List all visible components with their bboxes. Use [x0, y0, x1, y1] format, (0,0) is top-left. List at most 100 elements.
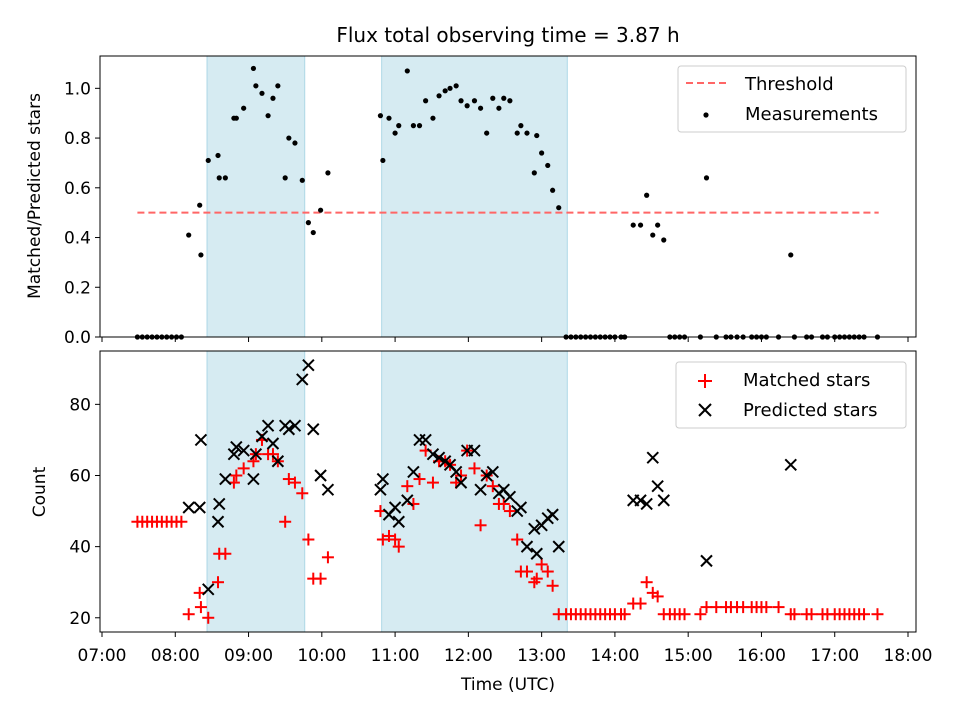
y-tick-label: 1.0: [64, 79, 91, 99]
observing-windows-top: [206, 55, 568, 338]
matched-star-point: [230, 469, 243, 482]
ratio-panel: 0.0 0.2 0.4 0.6 0.8 1.0 Flux total observing …: [25, 23, 917, 348]
observing-window: [381, 55, 568, 338]
bottom-y-ticks: 20 40 60 80: [69, 395, 100, 629]
predicted-star-point: [213, 497, 226, 511]
x-tick-label: 17:00: [810, 646, 859, 666]
count-panel: 20 40 60 80 07:00 08:00 09:00 10:00 11:00 12:00 1…: [30, 350, 933, 695]
matched-star-point: [497, 497, 510, 510]
x-tick-label: 11:00: [371, 646, 420, 666]
measurement-point: [507, 98, 513, 104]
predicted-star-point: [392, 515, 405, 528]
matched-star-point: [805, 608, 818, 621]
measurement-point: [380, 157, 386, 164]
observing-window: [381, 350, 568, 633]
predicted-star-point: [261, 419, 275, 432]
matched-star-point: [468, 462, 481, 475]
matched-star-point: [279, 515, 292, 528]
predicted-star-point: [634, 494, 647, 507]
x-tick-label: 12:00: [444, 646, 493, 666]
measurement-point: [453, 83, 459, 89]
measurement-point: [250, 65, 257, 72]
measurement-point: [447, 85, 453, 91]
matched-star-point: [678, 608, 691, 621]
predicted-star-point: [388, 501, 402, 514]
matched-star-point: [321, 551, 334, 564]
predicted-star-point: [700, 554, 713, 568]
predicted-star-point: [307, 423, 320, 436]
predicted-legend-label: Predicted stars: [743, 400, 877, 421]
bottom-x-ticks: 07:00 08:00 09:00 10:00 11:00 12:00 13:00 14:00…: [78, 632, 933, 666]
predicted-star-point: [374, 483, 387, 496]
measurement-point: [545, 162, 551, 169]
matched-star-point: [530, 572, 543, 585]
matched-star-point: [401, 480, 414, 493]
y-tick-label: 60: [69, 466, 91, 486]
predicted-star-point: [646, 451, 659, 464]
y-tick-label: 0.8: [64, 129, 91, 149]
predicted-star-point: [202, 583, 215, 596]
matched-star-point: [486, 480, 499, 493]
matched-legend-label: Matched stars: [743, 370, 870, 391]
measurement-point: [788, 252, 794, 258]
measurement-point: [556, 205, 562, 211]
predicted-star-point: [211, 515, 225, 528]
predicted-star-point: [407, 465, 420, 479]
matched-star-point: [474, 519, 487, 532]
measurement-point: [416, 123, 423, 129]
top-y-axis-label: Matched/Predicted stars: [25, 93, 45, 299]
predicted-star-point: [530, 547, 543, 560]
measurement-point: [386, 115, 392, 121]
matched-star-point: [694, 608, 707, 621]
measurement-point: [661, 237, 667, 243]
x-tick-label: 15:00: [664, 646, 713, 666]
measurement-point: [396, 123, 402, 129]
matched-star-point: [389, 533, 402, 546]
measurement-point: [186, 232, 192, 238]
x-tick-label: 10:00: [297, 646, 346, 666]
predicted-star-point: [227, 447, 241, 461]
x-tick-label: 07:00: [78, 646, 127, 666]
measurement-point: [270, 95, 276, 101]
measurement-point: [241, 105, 247, 111]
matched-star-point: [651, 590, 664, 603]
matched-star-point: [858, 608, 871, 621]
predicted-star-point: [376, 472, 390, 486]
matched-star-points: [131, 433, 884, 624]
measurement-point: [501, 95, 507, 101]
bottom-y-axis-label: Count: [30, 466, 50, 517]
x-tick-label: 18:00: [884, 646, 933, 666]
matched-star-point: [202, 611, 215, 624]
measurement-point: [650, 232, 656, 238]
predicted-star-point: [454, 476, 468, 489]
y-tick-label: 80: [69, 395, 91, 415]
predicted-star-point: [296, 373, 309, 386]
measurement-point: [514, 130, 520, 136]
measurement-point: [265, 113, 271, 119]
measurement-point: [325, 170, 331, 176]
predicted-star-point: [474, 483, 487, 496]
x-tick-label: 13:00: [517, 646, 566, 666]
measurement-point: [484, 130, 490, 136]
measurement-point: [464, 103, 470, 109]
measurement-point: [198, 252, 204, 258]
measurement-point: [222, 175, 228, 181]
matched-star-point: [296, 487, 309, 500]
measurement-point: [655, 222, 661, 228]
matched-star-point: [314, 572, 327, 585]
matched-star-point: [182, 608, 195, 621]
y-tick-label: 40: [69, 538, 91, 558]
matched-star-point: [520, 565, 533, 578]
measurement-point: [392, 130, 398, 136]
predicted-star-point: [266, 437, 280, 450]
predicted-star-point: [321, 483, 335, 496]
predicted-star-point: [468, 444, 481, 457]
predicted-star-point: [419, 433, 432, 447]
top-legend-box: [677, 65, 907, 133]
measurement-point: [299, 177, 305, 183]
measurement-point: [534, 132, 540, 139]
measurements-legend-label: Measurements: [745, 104, 878, 125]
predicted-star-points: [182, 359, 797, 596]
top-axes-frame: [99, 55, 917, 338]
y-tick-label: 0.2: [64, 278, 91, 298]
